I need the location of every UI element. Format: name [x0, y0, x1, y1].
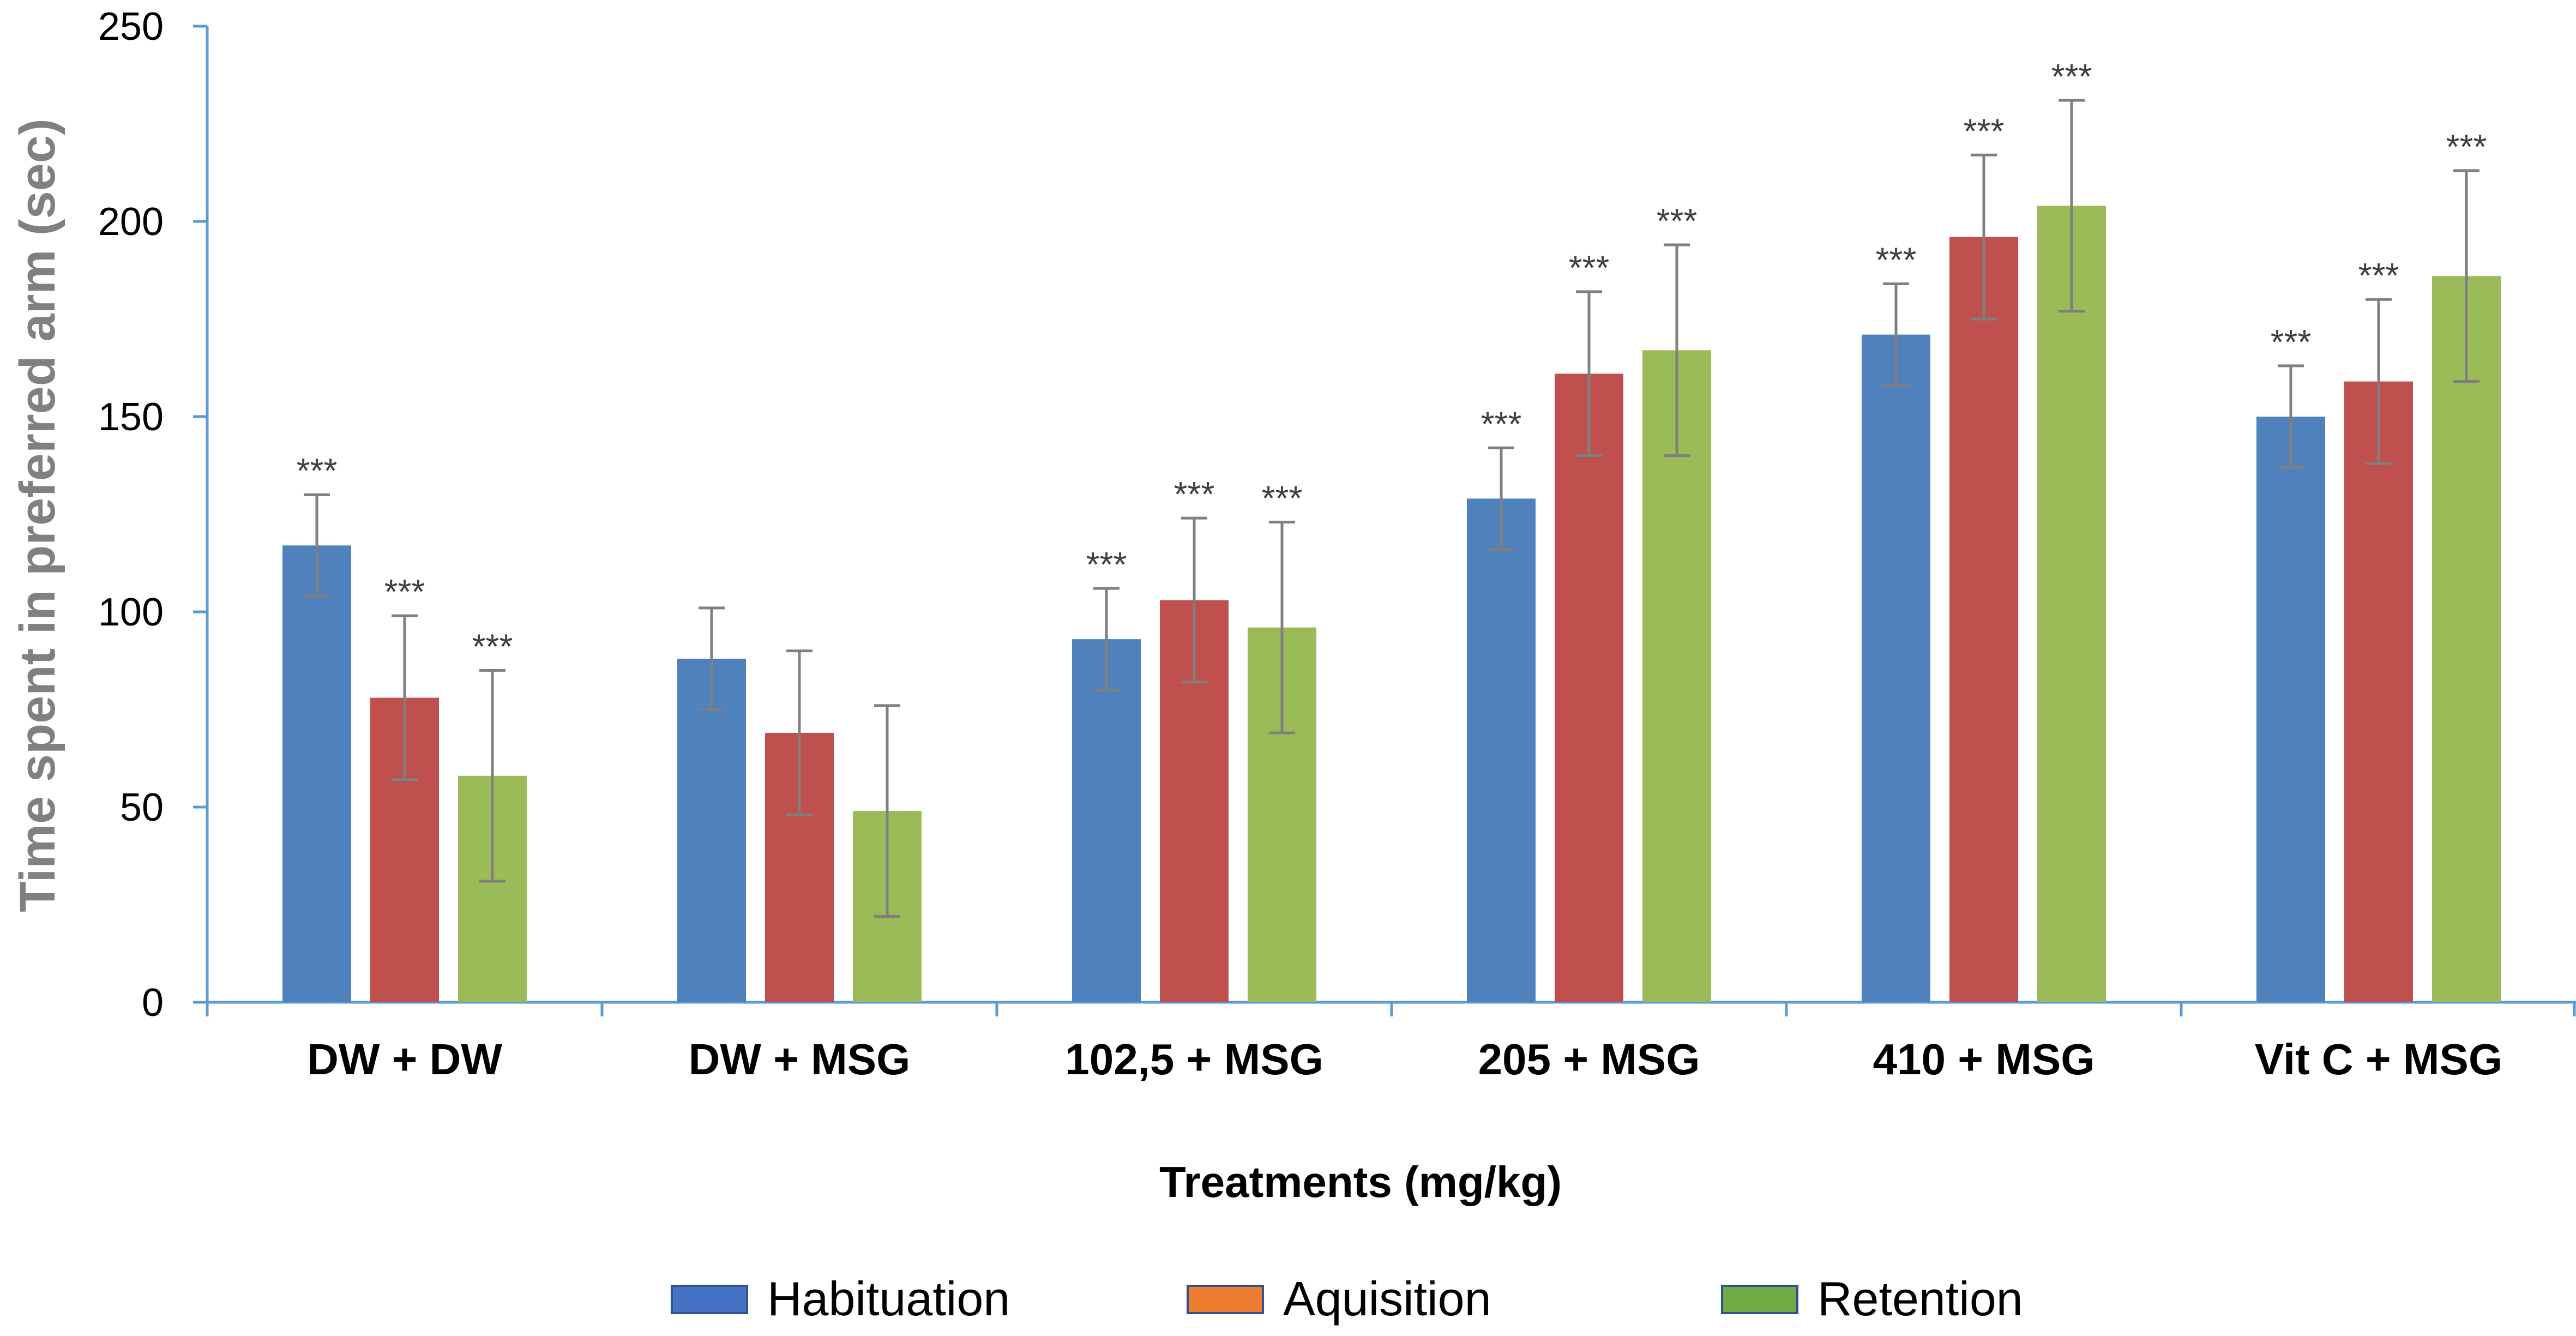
x-tick-label: 102,5 + MSG: [1065, 1035, 1323, 1084]
x-tick-label: 205 + MSG: [1478, 1035, 1700, 1084]
y-tick-label: 250: [98, 5, 164, 49]
bar: [2432, 276, 2501, 1002]
y-tick-label: 150: [98, 395, 164, 439]
significance-label: ***: [384, 572, 425, 611]
significance-label: ***: [297, 451, 338, 490]
bar: [677, 658, 746, 1002]
legend-label: Habituation: [767, 1272, 1010, 1326]
bar: [1072, 639, 1141, 1002]
significance-label: ***: [2446, 127, 2487, 166]
bar: [282, 545, 351, 1002]
significance-label: ***: [1086, 545, 1127, 584]
y-tick-label: 200: [98, 200, 164, 244]
bar: [1949, 237, 2018, 1002]
significance-label: ***: [1964, 111, 2005, 151]
y-tick-label: 0: [142, 981, 164, 1025]
x-axis: DW + DW DW + MSG 102,5 + MSG 205 + MSG 410 +…: [206, 1001, 2576, 1084]
significance-label: ***: [1174, 474, 1215, 514]
legend: Habituation Aquisition Retention: [671, 1272, 2023, 1326]
legend-label: Aquisition: [1283, 1272, 1491, 1326]
significance-label: ***: [2051, 57, 2092, 96]
significance-labels: *** *** *** *** *** *** *** *** *** *** *** *** *** *…: [297, 57, 2487, 666]
y-axis-title: Time spent in preferred arm (sec): [10, 118, 65, 912]
error-bars: [304, 99, 2479, 918]
bar: [1467, 498, 1536, 1002]
x-tick-label: DW + MSG: [689, 1035, 911, 1084]
x-tick-label: DW + DW: [307, 1035, 502, 1084]
significance-label: ***: [1481, 404, 1522, 443]
bar: [2344, 381, 2413, 1002]
significance-label: ***: [472, 627, 513, 666]
bar: [2037, 206, 2106, 1002]
x-axis-title: Treatments (mg/kg): [1159, 1158, 1562, 1206]
significance-label: ***: [2358, 256, 2399, 295]
legend-swatch: [1187, 1285, 1264, 1314]
bar: [2256, 417, 2325, 1002]
legend-swatch: [671, 1285, 748, 1314]
significance-label: ***: [1876, 240, 1917, 280]
y-axis: 0 50 100 150 200 250: [98, 5, 209, 1025]
y-tick-label: 50: [120, 786, 164, 829]
legend-label: Retention: [1817, 1272, 2023, 1326]
significance-label: ***: [2271, 322, 2312, 362]
y-tick-label: 100: [98, 591, 164, 634]
significance-label: ***: [1262, 478, 1303, 517]
bar: [1642, 350, 1711, 1002]
significance-label: ***: [1569, 248, 1610, 287]
x-tick-label: Vit C + MSG: [2255, 1035, 2502, 1084]
bars: [282, 206, 2501, 1002]
significance-label: ***: [1657, 201, 1698, 240]
bar: [1555, 374, 1623, 1002]
x-tick-label: 410 + MSG: [1873, 1035, 2095, 1084]
legend-swatch: [1721, 1285, 1798, 1314]
bar: [1862, 334, 1930, 1002]
